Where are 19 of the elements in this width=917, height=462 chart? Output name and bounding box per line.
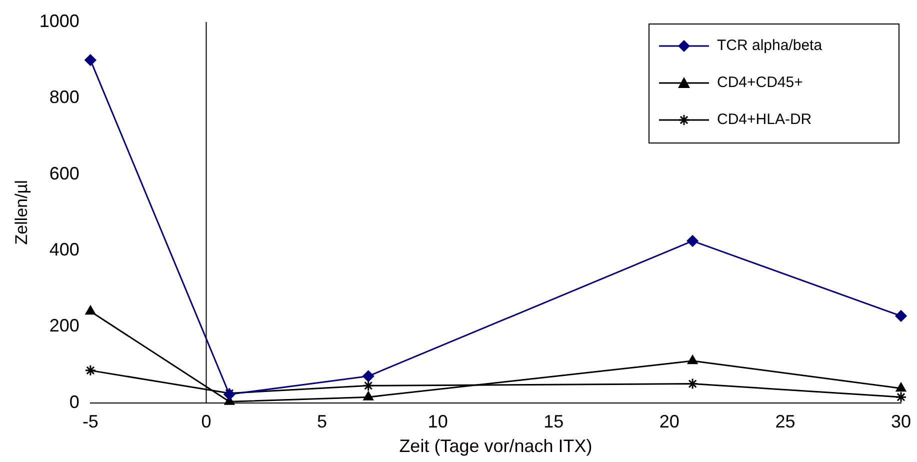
x-tick-label: 15 xyxy=(544,412,564,432)
y-tick-label: 200 xyxy=(49,316,80,336)
legend-label: CD4+CD45+ xyxy=(717,74,804,92)
y-tick-label: 0 xyxy=(69,392,80,412)
y-tick-label: 800 xyxy=(49,87,80,108)
legend-label: TCR alpha/beta xyxy=(717,37,823,54)
y-tick-label: 400 xyxy=(49,239,80,260)
x-tick-label: 0 xyxy=(201,412,212,432)
y-tick-label: 1000 xyxy=(39,10,80,31)
x-tick-label: 20 xyxy=(659,412,680,432)
x-tick-label: 5 xyxy=(317,412,328,432)
x-axis-title: Zeit (Tage vor/nach ITX) xyxy=(399,436,592,456)
y-axis-title: Zellen/µl xyxy=(12,180,31,245)
x-tick-label: 10 xyxy=(428,412,448,432)
x-tick-label: 30 xyxy=(890,412,912,432)
legend-label: CD4+HLA-DR xyxy=(717,111,812,128)
y-tick-label: 600 xyxy=(49,163,80,184)
x-tick-label: -5 xyxy=(82,412,98,432)
x-tick-label: 25 xyxy=(775,412,796,432)
